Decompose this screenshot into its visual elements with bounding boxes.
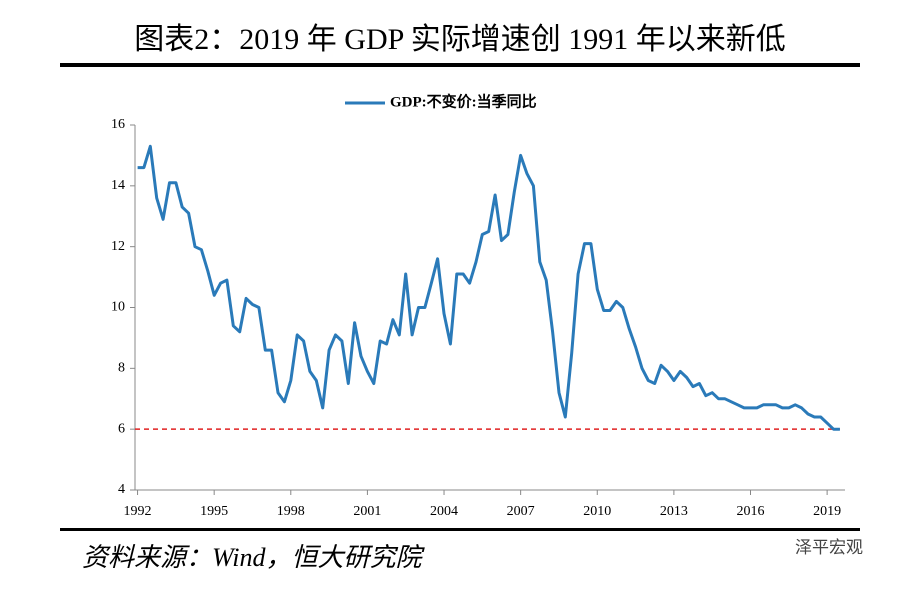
title-rule (60, 63, 860, 67)
y-tick-label: 6 (118, 421, 125, 436)
x-tick-label: 2013 (660, 504, 688, 519)
y-tick-label: 4 (118, 482, 125, 497)
y-tick-label: 10 (111, 300, 125, 315)
data-line (137, 144, 840, 431)
x-tick-label: 2007 (507, 504, 535, 519)
x-tick-label: 1998 (277, 504, 305, 519)
source-note: 资料来源：Wind，恒大研究院 (82, 543, 425, 572)
x-tick-label: 2019 (813, 504, 841, 519)
y-tick-label: 14 (111, 178, 125, 193)
x-tick-label: 2001 (353, 504, 381, 519)
y-tick-label: 12 (111, 239, 125, 254)
footer-rule (60, 528, 860, 531)
y-tick-label: 16 (111, 117, 125, 132)
x-tick-label: 2004 (430, 504, 458, 519)
watermark: 泽平宏观 (795, 538, 863, 558)
y-tick-label: 8 (118, 361, 125, 376)
legend-label: GDP:不变价:当季同比 (390, 92, 537, 110)
x-tick-label: 2010 (583, 504, 611, 519)
x-tick-label: 1995 (200, 504, 228, 519)
x-tick-label: 2016 (737, 504, 765, 519)
chart-title: 图表2：2019 年 GDP 实际增速创 1991 年以来新低 (134, 23, 785, 56)
x-tick-label: 1992 (124, 504, 152, 519)
